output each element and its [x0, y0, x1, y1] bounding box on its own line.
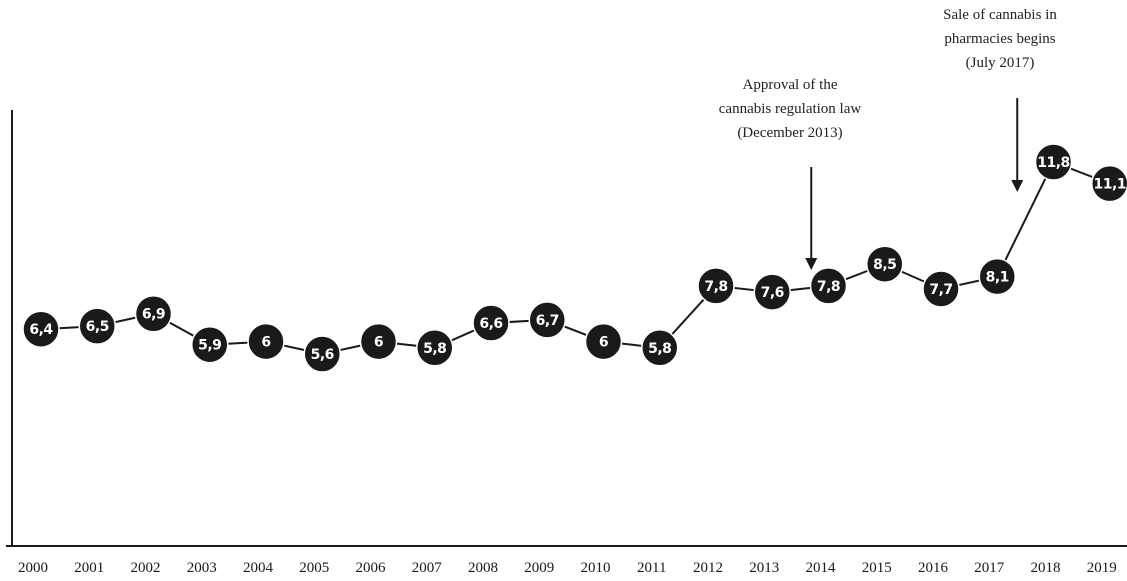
data-point-2011: 5,8	[641, 329, 679, 367]
arrow-pharmacy-sales	[1011, 98, 1024, 192]
data-point-2019: 11,1	[1091, 164, 1127, 203]
data-point-2002: 6,9	[134, 294, 173, 333]
data-point-marker	[472, 304, 510, 342]
data-point-2010: 6	[584, 322, 623, 361]
x-tick-label: 2006	[356, 560, 387, 576]
data-label: 6,5	[86, 319, 109, 335]
x-tick-label: 2010	[581, 560, 611, 576]
data-point-2018: 11,8	[1034, 143, 1073, 181]
x-tick-label: 2005	[299, 560, 329, 576]
data-point-2017: 8,1	[978, 257, 1016, 296]
data-point-2013: 7,6	[753, 273, 791, 311]
x-tick-label: 2016	[918, 560, 949, 576]
data-label: 7,7	[929, 282, 952, 298]
series-line	[40, 160, 1111, 356]
x-tick-label: 2014	[806, 560, 837, 576]
x-tick-label: 2004	[243, 560, 274, 576]
data-point-marker	[866, 245, 904, 283]
data-point-2007: 5,8	[416, 329, 454, 367]
data-point-marker	[641, 329, 679, 367]
data-point-marker	[978, 257, 1016, 296]
data-label: 8,1	[986, 270, 1009, 286]
data-point-2012: 7,8	[697, 267, 735, 305]
data-point-marker	[922, 270, 960, 308]
data-label: 6,4	[29, 322, 53, 338]
x-tick-label: 2000	[18, 560, 48, 576]
data-point-2009: 6,7	[528, 301, 566, 339]
data-point-marker	[809, 267, 848, 305]
annotation-law-line-3: (December 2013)	[737, 125, 843, 141]
x-tick-label: 2019	[1087, 560, 1117, 576]
x-tick-label: 2018	[1031, 560, 1061, 576]
arrow-law-approval	[805, 167, 818, 270]
data-point-marker	[697, 267, 735, 305]
x-tick-label: 2015	[862, 560, 892, 576]
annotation-law-approval: Approval of the cannabis regulation law …	[660, 73, 920, 145]
x-tick-label: 2011	[637, 560, 666, 576]
data-point-2005: 5,6	[303, 335, 341, 373]
data-point-marker	[1091, 164, 1127, 203]
data-label: 7,8	[817, 279, 840, 295]
x-tick-label: 2002	[131, 560, 161, 576]
x-tick-label: 2007	[412, 560, 443, 576]
data-label: 6	[374, 335, 383, 351]
data-point-2003: 5,9	[191, 325, 229, 364]
data-label: 5,8	[648, 341, 671, 357]
data-label: 6,9	[142, 307, 165, 323]
series-layer: 6,4 6,5 6,9 5,9 6 5,6 6 5,8 6,6 6,7 6 5,8 7,8 7,6 7,8 8…	[22, 143, 1127, 373]
data-label: 7,6	[761, 285, 784, 301]
data-label: 8,5	[873, 257, 896, 273]
data-point-marker	[22, 310, 60, 348]
data-point-2001: 6,5	[78, 307, 116, 345]
data-point-marker	[359, 322, 398, 361]
data-point-marker	[416, 329, 454, 367]
data-point-2014: 7,8	[809, 267, 848, 305]
data-point-marker	[191, 325, 229, 364]
x-tick-label: 2009	[524, 560, 554, 576]
data-point-2008: 6,6	[472, 304, 510, 342]
annotation-arrows	[805, 98, 1024, 270]
data-label: 5,9	[198, 338, 221, 354]
annotation-law-line-2: cannabis regulation law	[718, 101, 862, 117]
data-point-marker	[753, 273, 791, 311]
data-label: 11,8	[1037, 155, 1070, 171]
data-label: 5,8	[423, 341, 446, 357]
data-point-2006: 6	[359, 322, 398, 361]
data-label: 5,6	[311, 347, 334, 363]
annotation-sale-line-1: Sale of cannabis in	[943, 7, 1057, 23]
annotation-pharmacy-sales: Sale of cannabis in pharmacies begins (J…	[880, 3, 1120, 75]
data-label: 7,8	[704, 279, 727, 295]
x-tick-labels: 2000 2001 2002 2003 2004 2005 2006 2007 2008 2009…	[18, 560, 1117, 576]
data-label: 6,7	[536, 313, 559, 329]
x-tick-label: 2013	[749, 560, 779, 576]
data-point-marker	[303, 335, 341, 373]
data-point-marker	[1034, 143, 1073, 181]
data-label: 6	[599, 335, 608, 351]
annotation-sale-line-3: (July 2017)	[965, 55, 1035, 71]
x-tick-label: 2001	[74, 560, 104, 576]
x-tick-label: 2008	[468, 560, 498, 576]
data-point-marker	[134, 294, 173, 333]
data-point-marker	[78, 307, 116, 345]
data-label: 6,6	[479, 316, 502, 332]
data-label: 11,1	[1093, 177, 1126, 193]
data-point-marker	[584, 322, 623, 361]
x-tick-label: 2012	[693, 560, 723, 576]
annotation-law-line-1: Approval of the	[742, 77, 838, 93]
data-label: 6	[261, 335, 270, 351]
data-point-2004: 6	[247, 322, 285, 361]
x-tick-label: 2003	[187, 560, 217, 576]
data-point-marker	[528, 301, 566, 339]
x-tick-label: 2017	[974, 560, 1005, 576]
data-point-marker	[247, 322, 285, 361]
annotation-sale-line-2: pharmacies begins	[944, 31, 1056, 47]
data-point-2015: 8,5	[866, 245, 904, 283]
data-point-2016: 7,7	[922, 270, 960, 308]
data-point-2000: 6,4	[22, 310, 60, 348]
